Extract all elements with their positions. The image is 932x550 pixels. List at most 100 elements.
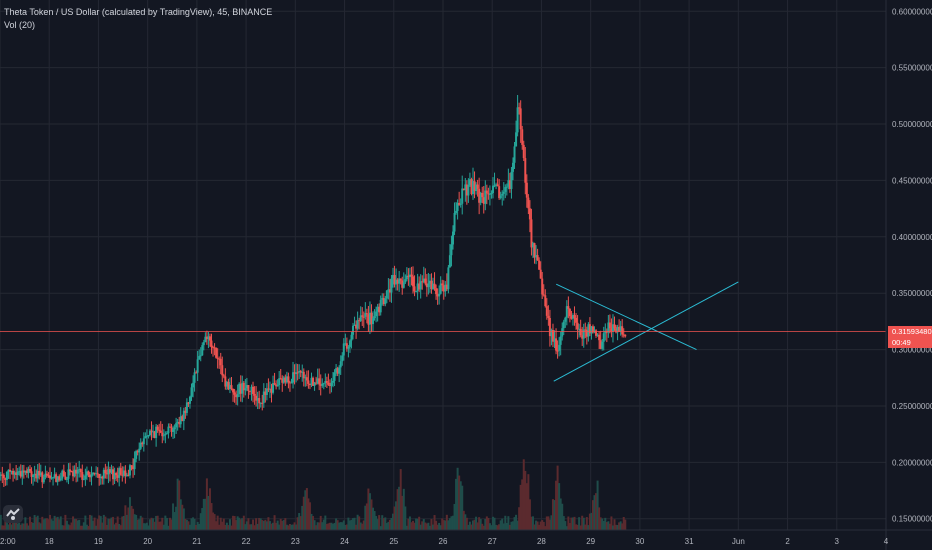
volume-bar xyxy=(221,521,224,530)
volume-bar xyxy=(53,515,56,530)
candle-body xyxy=(144,436,147,439)
volume-bar xyxy=(588,513,591,530)
volume-bar xyxy=(352,518,355,530)
candle-body xyxy=(562,321,565,329)
time-axis[interactable]: 2:00 18 19 20 21 22 23 24 25 26 27 28 29 30 31 Jun 2 3 4 xyxy=(0,529,932,546)
volume-bar xyxy=(78,519,81,530)
candle-body xyxy=(521,129,524,145)
volume-bar xyxy=(330,522,333,530)
candle-body xyxy=(599,340,602,349)
volume-bar xyxy=(213,514,216,530)
volume-bar xyxy=(95,525,98,530)
volume-bar xyxy=(184,518,187,530)
volume-bar xyxy=(122,515,125,530)
volume-bar xyxy=(345,524,348,530)
volume-bar xyxy=(155,515,158,530)
volume-bar xyxy=(547,516,550,530)
volume-bar xyxy=(22,523,25,530)
annotations[interactable] xyxy=(0,281,886,382)
candle-body xyxy=(436,294,439,297)
volume-bar xyxy=(530,516,533,530)
volume-bar xyxy=(355,524,358,530)
candle-body xyxy=(561,328,564,337)
candle-body xyxy=(224,376,227,387)
candle-body xyxy=(439,283,442,294)
volume-bar xyxy=(539,521,542,530)
volume-bar xyxy=(147,525,150,530)
candle-body xyxy=(511,162,514,172)
volume-bar xyxy=(70,522,73,530)
candle-body xyxy=(281,378,284,383)
candle-body xyxy=(348,340,351,347)
volume-bar xyxy=(607,521,610,530)
volume-bar xyxy=(193,518,196,530)
candle-body xyxy=(87,471,90,475)
volume-bar xyxy=(168,517,171,530)
candle-body xyxy=(392,275,395,279)
volume-bar xyxy=(255,518,258,530)
volume-bar xyxy=(450,516,453,530)
candle-body xyxy=(227,381,230,390)
volume-bar xyxy=(133,514,136,530)
price-axis[interactable]: 0.15000000 0.20000000 0.25000000 0.30000000… xyxy=(885,0,932,550)
candle-body xyxy=(38,470,41,476)
volume-bar xyxy=(428,525,431,530)
candle-body xyxy=(358,320,361,322)
volume-bar xyxy=(0,514,2,530)
candle-body xyxy=(247,385,250,391)
tradingview-logo-icon[interactable] xyxy=(3,505,23,523)
volume-bar xyxy=(268,521,271,530)
price-tick-label: 0.55000000 xyxy=(892,64,932,73)
volume-bar xyxy=(292,524,295,530)
volume-bar xyxy=(113,524,116,530)
volume-bar xyxy=(150,517,153,530)
candle-body xyxy=(70,471,73,473)
time-tick-label: 2 xyxy=(785,537,790,546)
candle-body xyxy=(248,390,251,392)
trendline[interactable] xyxy=(555,283,697,351)
volume-bar xyxy=(619,521,622,530)
candle-body xyxy=(252,386,255,394)
volume-bar xyxy=(204,498,207,530)
candle-body xyxy=(301,371,304,373)
volume-bar xyxy=(21,523,24,530)
candle-body xyxy=(258,398,261,404)
volume-bar xyxy=(233,516,236,530)
volume-bar xyxy=(227,525,230,530)
candle-body xyxy=(619,326,622,332)
volume-bar xyxy=(490,525,493,530)
candle-body xyxy=(388,289,391,293)
candle-body xyxy=(615,328,618,333)
volume-bar xyxy=(558,483,561,530)
candle-body xyxy=(430,280,433,290)
volume-bar xyxy=(591,500,594,530)
candle-body xyxy=(438,293,441,297)
candle-body xyxy=(56,476,59,482)
candle-body xyxy=(12,470,15,475)
volume-bar xyxy=(385,523,388,530)
candle-body xyxy=(305,377,308,381)
candle-body xyxy=(404,279,407,283)
volume-bar xyxy=(567,516,570,530)
candle-body xyxy=(350,334,353,341)
volume-bar xyxy=(458,475,461,530)
volume-bar xyxy=(548,519,551,530)
candle-body xyxy=(362,316,365,318)
symbol-title[interactable]: Theta Token / US Dollar (calculated by T… xyxy=(4,7,273,17)
volume-indicator-label[interactable]: Vol (20) xyxy=(4,20,36,30)
volume-bar xyxy=(315,525,318,530)
volume-bar xyxy=(491,516,494,530)
volume-bar xyxy=(239,519,242,530)
volume-bar xyxy=(210,503,213,530)
volume-bar xyxy=(335,518,338,530)
candle-body xyxy=(621,326,624,335)
candle-body xyxy=(316,378,319,384)
volume-bar xyxy=(375,516,378,530)
volume-bar xyxy=(238,517,241,530)
candle-body xyxy=(424,278,427,284)
volume-bar xyxy=(525,483,528,530)
candle-body xyxy=(402,282,405,288)
candle-body xyxy=(356,320,359,329)
candle-body xyxy=(2,474,5,479)
